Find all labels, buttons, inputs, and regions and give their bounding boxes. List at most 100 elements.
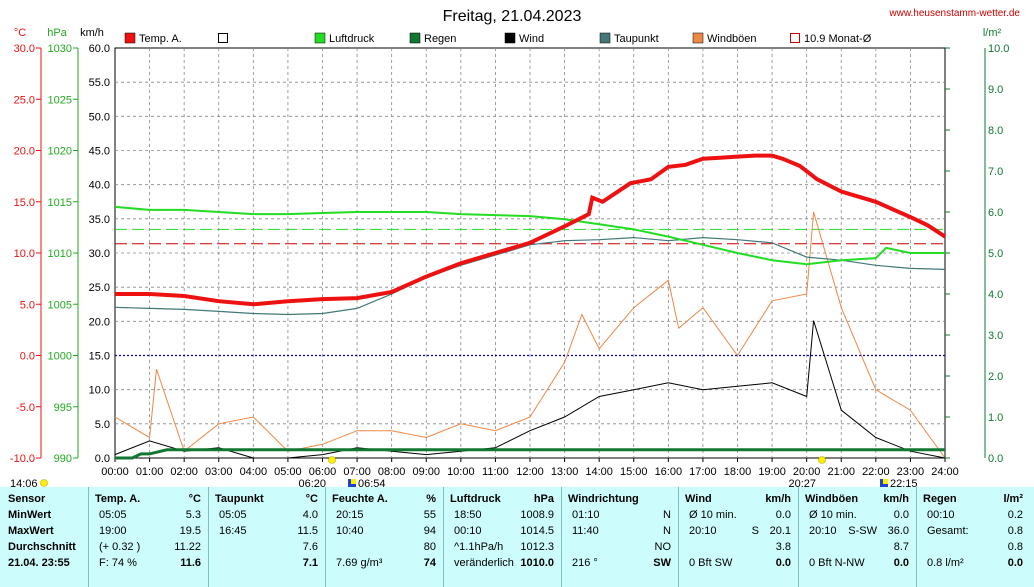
x-axis-tick-label: 20:00 xyxy=(793,466,821,478)
cell-label: 05:05 xyxy=(219,509,247,521)
cell-value: 0.8 xyxy=(1007,541,1023,553)
column-header: Temp. A. xyxy=(95,493,141,505)
legend-swatch xyxy=(504,32,516,44)
row-label: Durchschnitt xyxy=(8,541,76,553)
weather-chart: Freitag, 21.04.2023 www.heusenstamm-wett… xyxy=(10,8,1020,487)
stats-row-label: MaxWert xyxy=(0,523,88,540)
sunset-time: 20:27 xyxy=(788,478,816,487)
cell-value: 7.6 xyxy=(302,541,318,553)
x-axis-tick-label: 06:00 xyxy=(309,466,337,478)
stats-column: Wind km/h Ø 10 min. 0.0 20:10 S 20.1 3.8 0 Bft S… xyxy=(678,487,799,587)
x-axis-tick-label: 05:00 xyxy=(274,466,302,478)
stats-column-header: Taupunkt °C xyxy=(209,491,326,508)
series-line-temp xyxy=(115,153,947,307)
cell-label: 00:10 xyxy=(454,525,482,537)
stats-cell-row: 0.8 l/m² 0.0 xyxy=(917,555,1031,572)
sunrise-time: 06:20 xyxy=(298,478,326,487)
hpa-axis-tick-label: 1005 xyxy=(48,299,72,311)
column-unit: °C xyxy=(305,493,318,505)
axes: 30.0 25.0 20.0 15.0 10.0 5.0 0.0 -5.0 -10.0 1030 1… xyxy=(10,43,1010,478)
temp-axis-tick-label: 30.0 xyxy=(14,43,35,55)
kmh-axis-tick-label: 55.0 xyxy=(89,77,110,89)
kmh-axis-tick-label: 30.0 xyxy=(89,248,110,260)
cell-label: ^1.1hPa/h xyxy=(454,541,504,553)
moonset-time: 22:15 xyxy=(890,478,918,487)
cell-direction: S xyxy=(751,525,759,537)
cell-value: 1014.5 xyxy=(520,525,554,537)
x-axis-tick-label: 10:00 xyxy=(447,466,475,478)
legend-label: Temp. A. xyxy=(139,33,182,45)
cell-value: 11.5 xyxy=(297,525,318,537)
cell-label: 19:00 xyxy=(99,525,127,537)
stats-row-label: MinWert xyxy=(0,507,88,524)
stats-cell-row: Ø 10 min. 0.0 xyxy=(799,507,917,524)
x-axis-tick-label: 13:00 xyxy=(551,466,579,478)
stats-cell-row: 19:00 19.5 xyxy=(89,523,209,540)
hpa-axis-tick-label: 1015 xyxy=(48,197,72,209)
cell-value: 8.7 xyxy=(893,541,909,553)
cell-value: 11.22 xyxy=(174,541,201,553)
stats-cell-row: 216 ° SW xyxy=(562,555,679,572)
legend-label: Luftdruck xyxy=(329,33,375,45)
cell-label: 0 Bft SW xyxy=(689,557,733,569)
hpa-axis-tick-label: 1000 xyxy=(48,351,72,363)
stats-cell-row: 01:10 N xyxy=(562,507,679,524)
cell-value: N xyxy=(663,525,671,537)
temp-axis-tick-label: 0.0 xyxy=(20,351,35,363)
cell-value: 4.0 xyxy=(302,509,318,521)
stats-cell-row: 10:40 94 xyxy=(326,523,444,540)
stats-column: Windrichtung 01:10 N 11:40 N NO 216 ° SW xyxy=(561,487,679,587)
stats-row-labels: Sensor MinWert MaxWert Durchschnitt 21.04. 2… xyxy=(0,487,88,587)
kmh-axis-tick-label: 15.0 xyxy=(89,351,110,363)
cell-value: 0.0 xyxy=(1007,557,1023,569)
stats-column-header: Wind km/h xyxy=(679,491,799,508)
row-label: 21.04. 23:55 xyxy=(8,557,70,569)
moonrise-time: 06:54 xyxy=(358,478,386,487)
legend: Temp. A. Luftdruck Regen Wind Taupunkt Windbö… xyxy=(124,32,872,45)
cell-label: 7.69 g/m³ xyxy=(336,557,383,569)
x-axis-tick-label: 03:00 xyxy=(205,466,233,478)
rain-axis-tick-label: 9.0 xyxy=(988,84,1003,96)
cell-label: 18:50 xyxy=(454,509,482,521)
stats-column: Regen l/m² 00:10 0.2 Gesamt: 0.8 0.8 0.8 l/m² 0.… xyxy=(916,487,1031,587)
x-axis-tick-label: 24:00 xyxy=(931,466,959,478)
stats-cell-row: veränderlich 1010.0 xyxy=(444,555,562,572)
sun-icon xyxy=(40,479,48,487)
rain-axis-tick-label: 5.0 xyxy=(988,248,1003,260)
cell-value: N xyxy=(663,509,671,521)
kmh-axis-tick-label: 50.0 xyxy=(89,111,110,123)
x-axis-tick-label: 04:00 xyxy=(240,466,268,478)
cell-value: 0.2 xyxy=(1007,509,1023,521)
legend-label: Wind xyxy=(519,33,544,45)
cell-label: F: 74 % xyxy=(99,557,137,569)
kmh-axis-tick-label: 35.0 xyxy=(89,214,110,226)
stats-column: Temp. A. °C 05:05 5.3 19:00 19.5 (+ 0.32 ) 11.2… xyxy=(88,487,209,587)
series-line-windboeen xyxy=(114,211,946,459)
cell-label: veränderlich xyxy=(454,557,514,569)
temp-axis-tick-label: -10.0 xyxy=(10,453,35,465)
cell-value: 20.1 xyxy=(769,525,791,537)
cell-value: 55 xyxy=(423,509,436,521)
cell-value: 94 xyxy=(423,525,436,537)
stats-cell-row: 7.1 xyxy=(209,555,326,572)
column-header: Wind xyxy=(685,493,712,505)
x-axis-tick-label: 17:00 xyxy=(689,466,717,478)
unit-kmh: km/h xyxy=(80,27,104,39)
x-axis-tick-label: 01:00 xyxy=(136,466,164,478)
x-axis-tick-label: 11:00 xyxy=(482,466,509,478)
hpa-axis-tick-label: 1020 xyxy=(48,146,72,158)
row-label: MaxWert xyxy=(8,525,54,537)
legend-label: Regen xyxy=(424,33,456,45)
unit-temp: °C xyxy=(14,27,26,39)
stats-cell-row: 0.8 xyxy=(917,539,1031,556)
stats-cell-row: 20:10 S-SW 36.0 xyxy=(799,523,917,540)
x-axis-tick-label: 09:00 xyxy=(412,466,440,478)
statistics-table: Sensor MinWert MaxWert Durchschnitt 21.04. 2… xyxy=(0,487,1034,587)
stats-column-header: Regen l/m² xyxy=(917,491,1031,508)
cell-value: 0.0 xyxy=(893,509,909,521)
cell-value: SW xyxy=(653,557,671,569)
stats-column-header: Windrichtung xyxy=(562,491,679,508)
cell-value: 1008.9 xyxy=(520,509,554,521)
stats-cell-row: 05:05 5.3 xyxy=(89,507,209,524)
x-axis-tick-label: 19:00 xyxy=(758,466,786,478)
